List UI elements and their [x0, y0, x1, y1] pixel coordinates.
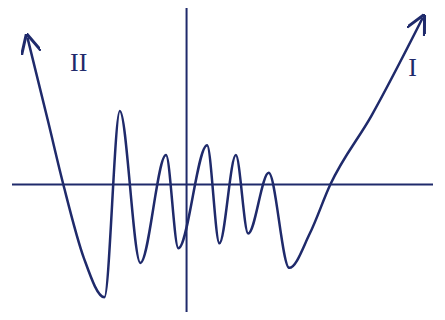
svg-text:I: I — [408, 53, 417, 82]
svg-text:II: II — [70, 48, 87, 77]
